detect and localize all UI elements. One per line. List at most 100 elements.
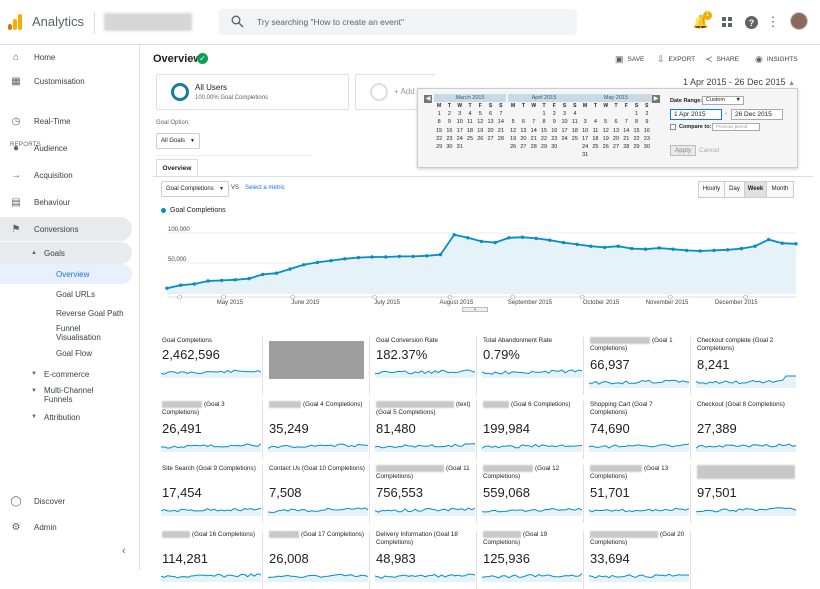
calendar-day[interactable]: 25 (571, 135, 578, 142)
scorecard-tile[interactable]: Checkout complete (Goal 2 Completions) 8,… (694, 337, 798, 395)
calendar-day[interactable]: 17 (456, 127, 463, 134)
scorecard-tile[interactable]: Total Abandonment Rate 0.79% (480, 337, 584, 395)
calendar-day[interactable]: 25 (466, 135, 474, 142)
calendar-day[interactable]: 31 (456, 144, 463, 151)
tab-overview[interactable]: Overview (156, 159, 198, 177)
calendar-day[interactable]: 21 (530, 135, 537, 142)
calendar-day[interactable]: 6 (489, 111, 493, 118)
calendar-day[interactable]: 24 (561, 135, 568, 142)
calendar-day[interactable]: 15 (540, 127, 548, 134)
calendar-day[interactable]: 12 (602, 127, 609, 134)
calendar-day[interactable]: 2 (552, 111, 556, 118)
date-range-select[interactable]: Custom ▼ (702, 96, 744, 105)
sidebar-item-acquisition[interactable]: → Acquisition (0, 163, 140, 187)
calendar-day[interactable]: 21 (623, 135, 630, 142)
scorecard-tile[interactable]: Shopping Cart (Goal 7 Completions) 74,690 (587, 401, 691, 459)
calendar-day[interactable]: 25 (592, 144, 599, 151)
calendar-day[interactable]: 1 (635, 111, 639, 118)
calendar-day[interactable]: 3 (583, 119, 587, 126)
select-metric-link[interactable]: Select a metric (245, 185, 285, 191)
calendar-day[interactable]: 4 (573, 111, 577, 118)
calendar-day[interactable]: 6 (614, 119, 618, 126)
sidebar-item-attribution[interactable]: ▼ Attribution (0, 407, 140, 427)
calendar-day[interactable]: 13 (520, 127, 527, 134)
calendar-day[interactable]: 14 (497, 119, 504, 126)
calendar-day[interactable]: 13 (612, 127, 620, 134)
date-range-picker[interactable]: 1 Apr 2015 - 26 Dec 2015 ▲ (683, 77, 795, 87)
calendar-day[interactable]: 5 (604, 119, 608, 126)
granularity-week[interactable]: Week (744, 181, 767, 198)
sidebar-item-home[interactable]: ⌂ Home (0, 45, 140, 69)
scorecard-tile[interactable]: (Goal 11 Completions) 756,553 (373, 465, 477, 523)
calendar-day[interactable]: 23 (643, 135, 650, 142)
calendar-day[interactable]: 19 (477, 127, 484, 134)
calendar-day[interactable]: 12 (477, 119, 484, 126)
avatar[interactable] (790, 12, 808, 30)
calendar-day[interactable]: 9 (447, 119, 451, 126)
search-bar[interactable]: Try searching "How to create an event" (219, 9, 577, 35)
calendar-day[interactable]: 30 (551, 144, 558, 151)
sidebar-item-multichannel[interactable]: ▼ Multi-Channel Funnels (0, 385, 140, 407)
next-month-icon[interactable]: ▶ (652, 95, 660, 103)
calendar-day[interactable]: 24 (456, 135, 463, 142)
add-segment-button[interactable]: + Add Se (355, 74, 435, 110)
sidebar-item-customisation[interactable]: ▦ Customisation (0, 69, 140, 93)
scorecard-tile[interactable]: (Goal 1 Completions) 66,937 (587, 337, 691, 395)
scorecard-tile[interactable]: (Goal 17 Completions) 26,008 (266, 531, 370, 589)
calendar-day[interactable]: 22 (540, 135, 548, 142)
sidebar-item-ecommerce[interactable]: ▼ E-commerce (0, 364, 140, 384)
calendar-day[interactable]: 10 (582, 127, 589, 134)
calendar-day[interactable]: 14 (530, 127, 537, 134)
calendar-day[interactable]: 9 (552, 119, 556, 126)
calendar-day[interactable]: 28 (623, 144, 630, 151)
calendar-day[interactable]: 29 (540, 144, 548, 151)
calendar-day[interactable]: 18 (571, 127, 578, 134)
calendar-day[interactable]: 20 (520, 135, 527, 142)
scorecard-tile[interactable]: (Goal 16 Completions) 114,281 (159, 531, 263, 589)
more-vert-icon[interactable]: ⋮ (766, 14, 780, 29)
calendar-day[interactable]: 18 (592, 135, 599, 142)
calendar-day[interactable]: 8 (542, 119, 546, 126)
sidebar-item-conversions[interactable]: ⚑ Conversions (0, 217, 132, 241)
calendar-day[interactable]: 12 (510, 127, 517, 134)
calendar-day[interactable]: 17 (561, 127, 568, 134)
sidebar-item-behaviour[interactable]: ▤ Behaviour (0, 190, 140, 214)
scorecard-tile[interactable]: (text) (Goal 5 Completions) 81,480 (373, 401, 477, 459)
sidebar-item-goals-overview[interactable]: Overview (0, 264, 132, 284)
scorecard-tile[interactable]: (Goal 20 Completions) 33,694 (587, 531, 691, 589)
calendar-day[interactable]: 3 (563, 111, 567, 118)
calendar-day[interactable]: 8 (635, 119, 639, 126)
calendar-day[interactable]: 16 (551, 127, 558, 134)
scorecard-tile[interactable]: Checkout (Goal 8 Completions) 27,389 (694, 401, 798, 459)
prev-month-icon[interactable]: ◀ (424, 95, 432, 103)
scorecard-tile[interactable]: Site Search (Goal 9 Completions) 17,454 (159, 465, 263, 523)
apps-grid-icon[interactable] (719, 14, 735, 30)
calendar-day[interactable]: 20 (487, 127, 494, 134)
help-icon[interactable]: ? (743, 14, 759, 30)
sidebar-item-reverse-goal-path[interactable]: Reverse Goal Path (0, 303, 140, 323)
calendar-day[interactable]: 20 (612, 135, 620, 142)
calendar-day[interactable]: 22 (436, 135, 443, 142)
calendar-day[interactable]: 26 (477, 135, 484, 142)
calendar-day[interactable]: 29 (633, 144, 640, 151)
calendar-day[interactable]: 15 (436, 127, 443, 134)
goal-option-select[interactable]: All Goals ▼ (156, 133, 200, 149)
scorecard-tile[interactable]: (Goal 3 Completions) 26,491 (159, 401, 263, 459)
end-date-input[interactable]: 26 Dec 2015 (731, 109, 783, 120)
calendar-day[interactable]: 4 (593, 119, 597, 126)
calendar-day[interactable]: 22 (633, 135, 640, 142)
calendar-day[interactable]: 1 (542, 111, 546, 118)
collapse-sidebar-icon[interactable]: ‹ (122, 545, 126, 557)
save-button[interactable]: ▣ SAVE (615, 54, 644, 65)
sidebar-item-goal-flow[interactable]: Goal Flow (0, 343, 140, 363)
calendar-day[interactable]: 28 (530, 144, 537, 151)
scorecard-tile[interactable]: 97,501 (694, 465, 798, 523)
calendar-day[interactable]: 7 (499, 111, 503, 118)
calendar-day[interactable]: 3 (458, 111, 462, 118)
granularity-hourly[interactable]: Hourly (698, 181, 725, 198)
calendar-day[interactable]: 2 (447, 111, 451, 118)
calendar-day[interactable]: 14 (623, 127, 630, 134)
sidebar-item-realtime[interactable]: ◷ Real-Time (0, 109, 140, 133)
calendar-day[interactable]: 6 (521, 119, 525, 126)
calendar-day[interactable]: 8 (437, 119, 441, 126)
